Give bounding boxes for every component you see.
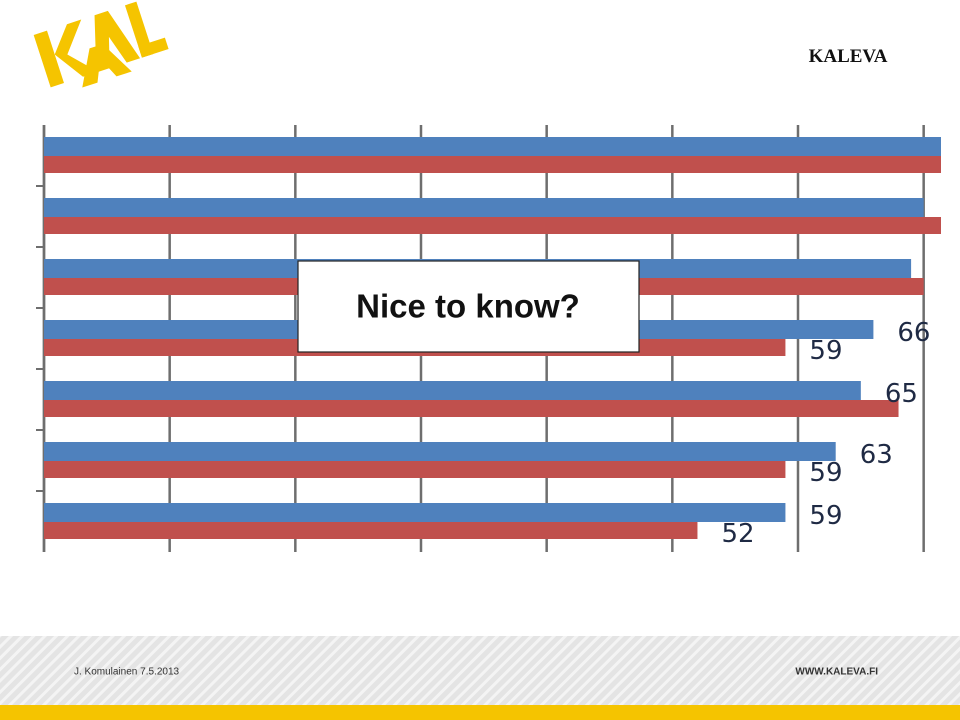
value-label: 66 — [897, 318, 930, 348]
footer-band — [0, 636, 960, 705]
bar — [44, 461, 786, 478]
chart: 66 59 65 63 59 59 52 — [36, 125, 941, 552]
footer-bar — [0, 705, 960, 720]
footer-author: J. Komulainen 7.5.2013 — [74, 667, 180, 678]
bar — [44, 400, 899, 417]
value-label: 59 — [809, 336, 842, 366]
bar — [44, 522, 698, 539]
value-label: 63 — [860, 440, 893, 470]
value-label: 59 — [809, 458, 842, 488]
value-label: 52 — [721, 519, 754, 549]
callout-box — [297, 260, 640, 353]
bar — [44, 442, 836, 461]
callout-text: Nice to know? — [356, 288, 580, 325]
bar — [44, 503, 786, 522]
bar — [44, 156, 941, 173]
value-label: 59 — [809, 501, 842, 531]
brand: KALEVA — [809, 46, 888, 67]
value-label: 65 — [885, 379, 918, 409]
bar — [44, 137, 941, 156]
logo — [33, 1, 169, 88]
footer-website: WWW.KALEVA.FI — [795, 667, 878, 678]
bar — [44, 198, 924, 217]
bar — [44, 381, 861, 400]
bar — [44, 217, 941, 234]
